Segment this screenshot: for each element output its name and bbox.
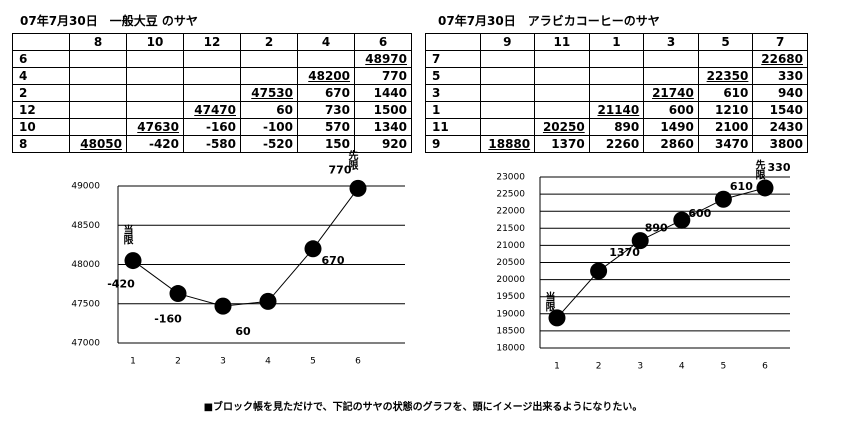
annotation: 先限 — [346, 149, 358, 171]
y-tick-label: 49000 — [71, 182, 100, 192]
y-tick-label: 19000 — [496, 309, 525, 319]
y-tick-label: 47000 — [71, 339, 100, 349]
x-tick-label: 4 — [679, 362, 685, 372]
point — [673, 211, 691, 229]
table-row: 7 22680 — [425, 50, 808, 68]
y-tick-label: 48000 — [71, 260, 100, 270]
table-cell: 2860 — [643, 135, 699, 153]
table-cell: 600 — [643, 101, 699, 119]
table-cell: 2260 — [588, 135, 645, 153]
table-cell: -160 — [183, 118, 241, 136]
y-tick-label: 19500 — [496, 292, 525, 302]
table-cell: 330 — [752, 67, 808, 85]
table-row: 2 47530 670 1440 — [12, 84, 412, 102]
table: 8 10 12 2 4 6 6 48970 4 48200 770 2 47530 670 1440 12 47… — [12, 33, 412, 153]
point — [304, 240, 322, 258]
x-tick-label: 4 — [265, 357, 271, 367]
x-tick-label: 5 — [310, 357, 316, 367]
table-row: 11 20250 890 1490 2100 2430 — [425, 118, 808, 136]
y-tick-label: 23000 — [496, 173, 525, 183]
diff-label: -420 — [107, 278, 135, 291]
table-title: 07年7月30日 アラビカコーヒーのサヤ — [438, 14, 660, 28]
point — [714, 190, 732, 208]
y-tick-label: 48500 — [71, 221, 100, 231]
point — [169, 285, 187, 303]
table-cell: -420 — [126, 135, 184, 153]
table-row: 6 48970 — [12, 50, 412, 68]
annotation: 当限 — [121, 223, 133, 245]
table: 9 11 1 3 5 7 7 22680 5 22350 330 3 21740 610 940 1 21140… — [425, 33, 808, 153]
y-tick-label: 18000 — [496, 344, 525, 354]
point — [124, 252, 142, 270]
x-tick-label: 3 — [220, 357, 226, 367]
table-cell: -100 — [240, 118, 298, 136]
table-cell: 18880 — [479, 135, 536, 153]
point — [548, 309, 566, 327]
diff-label: 670 — [322, 254, 345, 267]
y-tick-label: 47500 — [71, 299, 100, 309]
table-row: 8 48050 -420 -580 -520 150 920 — [12, 135, 412, 153]
point — [590, 262, 608, 280]
table-cell: 21140 — [588, 101, 645, 119]
table-cell: 1370 — [534, 135, 590, 153]
table-cell: 940 — [752, 84, 808, 102]
x-tick-label: 6 — [762, 362, 768, 372]
x-tick-label: 1 — [554, 362, 560, 372]
table-cell: 12 — [183, 33, 241, 51]
y-tick-label: 18500 — [496, 326, 525, 336]
table-cell: -580 — [183, 135, 241, 153]
diff-label: -160 — [154, 313, 182, 326]
y-tick-label: 21000 — [496, 241, 525, 251]
table-row: 1 21140 600 1210 1540 — [425, 101, 808, 119]
table-cell: 1340 — [354, 118, 412, 136]
table-row: 4 48200 770 — [12, 67, 412, 85]
diff-label: 890 — [645, 222, 668, 235]
table-row: 8 10 12 2 4 6 — [12, 33, 412, 51]
table-cell: 3800 — [752, 135, 808, 153]
table-cell: 670 — [297, 84, 355, 102]
line — [132, 188, 359, 307]
diff-label: 1370 — [609, 246, 640, 259]
diff-label: 600 — [688, 207, 711, 220]
point — [214, 297, 232, 315]
table-cell: 3470 — [697, 135, 754, 153]
table-cell: 12 — [12, 101, 70, 119]
x-tick-label: 3 — [637, 362, 643, 372]
diff-label: 770 — [329, 163, 352, 176]
diff-label: 610 — [730, 180, 753, 193]
table-title: 07年7月30日 一般大豆 のサヤ — [20, 14, 198, 28]
y-tick-label: 20500 — [496, 258, 525, 268]
table-cell: 22350 — [697, 67, 754, 85]
x-tick-label: 2 — [596, 362, 602, 372]
point — [756, 179, 774, 197]
y-tick-label: 20000 — [496, 275, 525, 285]
x-tick-label: 6 — [355, 357, 361, 367]
x-tick-label: 1 — [130, 357, 136, 367]
y-tick-label: 21500 — [496, 224, 525, 234]
point — [631, 232, 649, 250]
table-row: 5 22350 330 — [425, 67, 808, 85]
caption: ■ブロック帳を見ただけで、下記のサヤの状態のグラフを、頭にイメージ出来るようにな… — [203, 402, 643, 413]
x-tick-label: 5 — [721, 362, 727, 372]
line — [556, 187, 766, 319]
x-tick-label: 2 — [175, 357, 181, 367]
point — [259, 292, 277, 310]
table-cell: 48050 — [69, 135, 127, 153]
annotation: 当限 — [543, 291, 555, 313]
table-cell: 920 — [354, 135, 412, 153]
y-tick-label: 22500 — [496, 190, 525, 200]
table-cell: -520 — [240, 135, 298, 153]
diff-label: 330 — [768, 161, 791, 174]
table-cell: 22680 — [752, 50, 808, 68]
y-tick-label: 22000 — [496, 207, 525, 217]
table-cell: 150 — [297, 135, 355, 153]
diff-label: 60 — [235, 325, 251, 338]
table-row: 9 18880 1370 2260 2860 3470 3800 — [425, 135, 808, 153]
point — [349, 179, 367, 197]
annotation: 先限 — [753, 159, 765, 181]
